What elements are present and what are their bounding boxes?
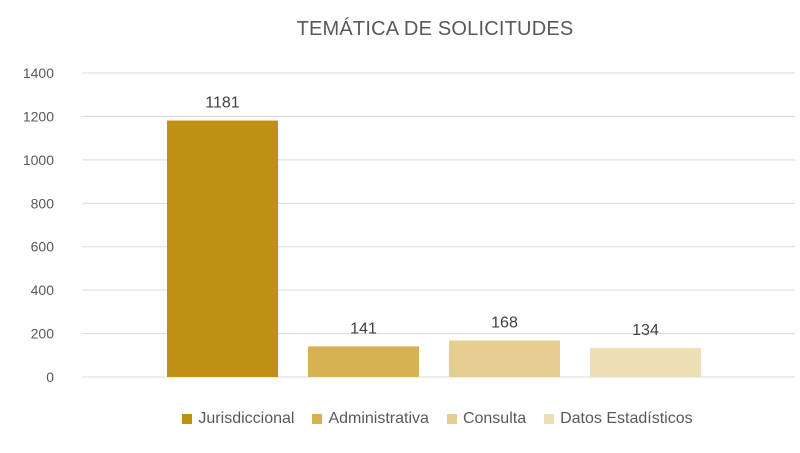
legend-swatch — [544, 414, 555, 424]
data-label: 168 — [491, 315, 518, 332]
legend-label: Consulta — [462, 410, 527, 427]
bar-jurisdiccional — [167, 120, 278, 377]
y-tick-label: 600 — [31, 239, 55, 255]
bars — [167, 120, 701, 377]
legend-label: Jurisdiccional — [198, 410, 295, 427]
data-labels: 1181 141 168 134 — [205, 95, 659, 339]
y-tick-label: 0 — [46, 369, 54, 385]
y-tick-label: 1400 — [23, 65, 54, 81]
legend-label: Datos Estadísticos — [560, 410, 693, 427]
chart-title: TEMÁTICA DE SOLICITUDES — [296, 18, 574, 40]
bar-administrativa — [308, 346, 419, 377]
gridlines — [82, 72, 795, 378]
data-label: 141 — [350, 320, 377, 337]
y-axis-ticks: 0 200 400 600 800 1000 1200 1400 — [23, 65, 54, 385]
bar-consulta — [449, 340, 560, 377]
legend-swatch — [312, 414, 323, 424]
y-tick-label: 1200 — [23, 108, 54, 124]
legend-item: Administrativa — [312, 410, 429, 428]
legend-item: Consulta — [446, 410, 527, 428]
bar-datos-estad-sticos — [590, 347, 701, 377]
data-label: 1181 — [205, 95, 240, 112]
legend: Jurisdiccional Administrativa Consulta Dato… — [0, 410, 800, 428]
data-label: 134 — [632, 322, 659, 339]
y-tick-label: 400 — [31, 282, 55, 298]
legend-label: Administrativa — [328, 410, 429, 427]
y-tick-label: 200 — [31, 326, 55, 342]
y-tick-label: 1000 — [23, 152, 54, 168]
legend-swatch — [182, 414, 193, 424]
legend-swatch — [446, 414, 457, 424]
legend-item: Datos Estadísticos — [544, 410, 693, 428]
legend-item: Jurisdiccional — [182, 410, 294, 428]
y-tick-label: 800 — [31, 195, 55, 211]
